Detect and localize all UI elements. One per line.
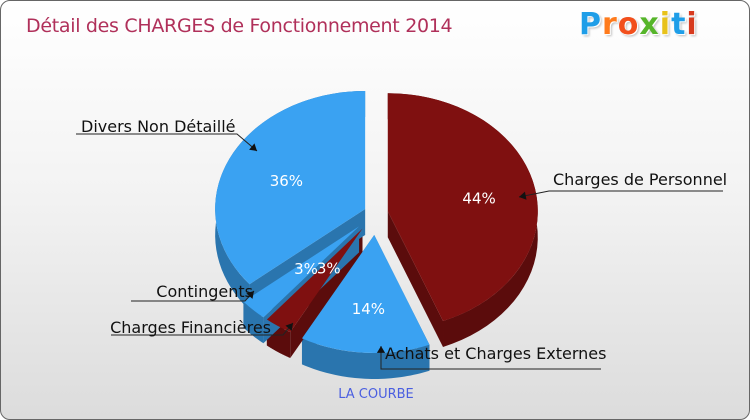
callout-arrowhead bbox=[246, 291, 254, 299]
category-label: Divers Non Détaillé bbox=[81, 117, 235, 136]
category-label: Achats et Charges Externes bbox=[385, 344, 606, 363]
slice-percent-label: 3% bbox=[317, 260, 341, 278]
slice-wall bbox=[387, 211, 444, 347]
logo-letter: r bbox=[602, 7, 618, 42]
logo-letter: i bbox=[686, 7, 698, 42]
pie-percent-labels: 44% 14% 3%3% 36% bbox=[270, 172, 496, 318]
slice-percent-label: 36% bbox=[270, 172, 303, 190]
callout-arrowhead bbox=[285, 323, 293, 331]
category-label: Charges de Personnel bbox=[553, 170, 727, 189]
callout-line bbox=[380, 346, 601, 370]
pie-slice bbox=[243, 226, 360, 318]
logo-letter: P bbox=[579, 7, 602, 42]
callout-arrowhead bbox=[249, 143, 257, 151]
callout-line bbox=[76, 133, 258, 152]
callout-arrowhead bbox=[376, 346, 386, 353]
logo-letter: t bbox=[671, 7, 687, 42]
slice-percent-label: 3% bbox=[294, 260, 318, 278]
callout-line bbox=[518, 190, 723, 198]
logo-letter: o bbox=[617, 7, 640, 42]
chart-subtitle: LA COURBE bbox=[338, 387, 414, 402]
pie-slice bbox=[301, 234, 430, 353]
category-label: Contingents bbox=[156, 282, 253, 301]
chart-title: Détail des CHARGES de Fonctionnement 201… bbox=[26, 15, 453, 37]
pie-callouts: Charges de Personnel Achats et Charges Ex… bbox=[76, 117, 727, 370]
pie-slice bbox=[387, 93, 538, 321]
logo-letter: x bbox=[639, 7, 660, 42]
slice-percent-label: 14% bbox=[352, 300, 385, 318]
pie-slice bbox=[266, 228, 363, 333]
callout-arrowhead bbox=[519, 191, 527, 200]
category-label: Charges Financières bbox=[110, 318, 271, 337]
logo-letter: i bbox=[659, 7, 672, 42]
pie-slices bbox=[215, 90, 538, 353]
pie-slice bbox=[215, 90, 366, 285]
proxiti-logo: Proxiti bbox=[579, 7, 698, 42]
slice-percent-label: 44% bbox=[462, 190, 495, 208]
